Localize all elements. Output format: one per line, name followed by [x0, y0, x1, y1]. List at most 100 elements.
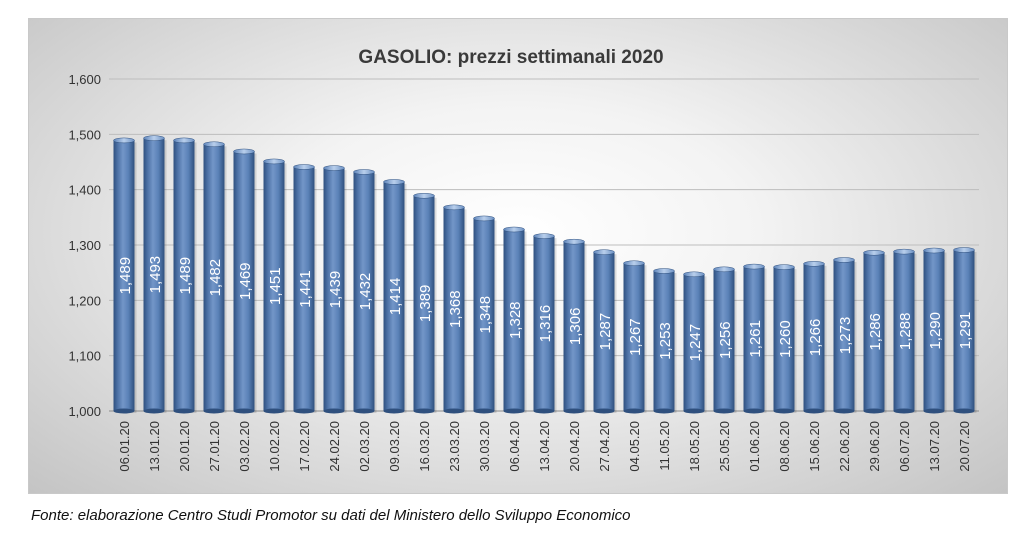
- bar-value-label: 1,286: [867, 313, 884, 351]
- bar-base: [743, 408, 765, 414]
- bar-cap: [323, 165, 345, 171]
- x-tick-label: 20.01.20: [177, 421, 192, 472]
- bar-body: [923, 250, 945, 411]
- bar-value-label: 1,368: [447, 290, 464, 328]
- bar-value-label: 1,290: [927, 312, 944, 350]
- bar-cap: [803, 261, 825, 267]
- bar: [653, 268, 677, 414]
- bar-body: [233, 151, 255, 411]
- bar: [893, 248, 917, 414]
- bar-cap: [593, 249, 615, 255]
- x-tick-label: 27.01.20: [207, 421, 222, 472]
- y-tick-label: 1,400: [68, 183, 101, 198]
- bar: [353, 169, 377, 414]
- bar-body: [953, 249, 975, 411]
- bar-base: [773, 408, 795, 414]
- bar-value-label: 1,247: [687, 324, 704, 362]
- y-tick-label: 1,500: [68, 127, 101, 142]
- bar-body: [143, 138, 165, 411]
- bar: [203, 141, 227, 414]
- bar: [773, 264, 797, 414]
- bar-value-label: 1,287: [597, 313, 614, 351]
- chart-frame: GASOLIO: prezzi settimanali 2020 1,000 1,…: [28, 18, 1008, 494]
- bar-cap: [143, 135, 165, 141]
- bar: [113, 137, 137, 414]
- bar-cap: [863, 249, 885, 256]
- bar-base: [293, 408, 315, 414]
- bar-value-label: 1,256: [717, 321, 734, 359]
- bar: [323, 165, 347, 414]
- bar-body: [173, 140, 195, 412]
- bar: [923, 247, 947, 414]
- bar-body: [443, 207, 465, 411]
- x-tick-label: 30.03.20: [477, 421, 492, 472]
- bar-value-label: 1,260: [777, 320, 794, 358]
- bar: [443, 204, 467, 414]
- bar-body: [533, 236, 555, 411]
- bar-body: [263, 161, 285, 411]
- bar-value-label: 1,267: [627, 318, 644, 356]
- bar: [713, 266, 737, 414]
- bar-body: [323, 168, 345, 411]
- bar-body: [503, 229, 525, 411]
- x-tick-label: 03.02.20: [237, 421, 252, 472]
- bar-value-label: 1,493: [147, 256, 164, 294]
- bar-cap: [623, 260, 645, 267]
- bar-body: [743, 266, 765, 411]
- bar-body: [803, 263, 825, 411]
- bar-value-label: 1,306: [567, 308, 584, 346]
- bar-base: [143, 408, 165, 414]
- bar-value-label: 1,469: [237, 262, 254, 300]
- x-tick-label: 18.05.20: [687, 421, 702, 472]
- x-tick-label: 01.06.20: [747, 421, 762, 472]
- bar-cap: [443, 204, 465, 211]
- bar-base: [563, 408, 585, 414]
- bar-base: [233, 408, 255, 414]
- bar-cap: [383, 179, 405, 185]
- bar-value-label: 1,389: [417, 285, 434, 323]
- bar-value-label: 1,489: [177, 257, 194, 295]
- bar-value-label: 1,482: [207, 259, 224, 297]
- bar-cap: [263, 158, 285, 165]
- bar: [623, 260, 647, 414]
- bar-cap: [773, 264, 795, 270]
- bar-body: [113, 140, 135, 412]
- y-tick-label: 1,200: [68, 293, 101, 308]
- bar-value-label: 1,261: [747, 320, 764, 358]
- bar: [413, 193, 437, 414]
- bar: [503, 226, 527, 414]
- bar: [803, 261, 827, 414]
- bar-cap: [683, 271, 705, 278]
- x-tick-label: 06.04.20: [507, 421, 522, 472]
- bar-base: [923, 408, 945, 414]
- x-tick-label: 13.04.20: [537, 421, 552, 472]
- bar-body: [623, 263, 645, 411]
- bar-body: [293, 166, 315, 411]
- bar: [743, 263, 767, 414]
- bar: [953, 247, 977, 414]
- bar-value-label: 1,253: [657, 322, 674, 360]
- bar-cap: [953, 247, 975, 253]
- bar: [533, 233, 557, 414]
- bar-base: [833, 408, 855, 414]
- x-tick-label: 17.02.20: [297, 421, 312, 472]
- bar-body: [713, 269, 735, 411]
- bar-base: [683, 408, 705, 414]
- bar-base: [413, 408, 435, 414]
- bar-base: [443, 408, 465, 414]
- bar-body: [683, 274, 705, 411]
- bar-base: [533, 408, 555, 414]
- x-tick-label: 13.07.20: [927, 421, 942, 472]
- bar-value-label: 1,316: [537, 305, 554, 343]
- bar: [293, 164, 317, 414]
- bar-cap: [653, 268, 675, 274]
- x-tick-label: 10.02.20: [267, 421, 282, 472]
- x-tick-label: 06.07.20: [897, 421, 912, 472]
- bar-base: [353, 408, 375, 414]
- bar-cap: [203, 141, 225, 148]
- x-tick-label: 20.07.20: [957, 421, 972, 472]
- bar: [593, 249, 617, 414]
- bar: [683, 271, 707, 414]
- bar-base: [593, 408, 615, 414]
- x-tick-label: 29.06.20: [867, 421, 882, 472]
